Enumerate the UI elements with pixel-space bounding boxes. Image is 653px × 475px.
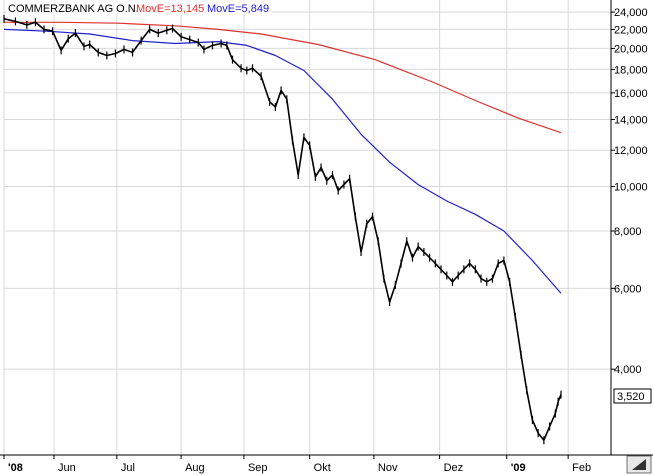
y-tick-label: 16,000 bbox=[614, 88, 648, 100]
y-tick-label: 22,000 bbox=[614, 24, 648, 36]
y-axis: 24,000 22,000 20,000 18,000 16,000 14,000 12,0… bbox=[611, 7, 648, 376]
y-tick-label: 18,000 bbox=[614, 64, 648, 76]
vertical-gridlines bbox=[3, 0, 569, 455]
last-price-value: 3,520 bbox=[617, 391, 645, 403]
x-axis: '08 Jun Jul Aug Sep Okt Nov Dez '09 Feb bbox=[3, 455, 591, 474]
ma-long-series-line bbox=[4, 21, 562, 134]
y-tick-label: 20,000 bbox=[614, 43, 648, 55]
y-tick-label: 12,000 bbox=[614, 145, 648, 157]
x-tick-label: '09 bbox=[511, 462, 526, 474]
x-tick-label: Dez bbox=[444, 462, 464, 474]
ma-short-series-line bbox=[3, 28, 562, 294]
last-price-badge bbox=[613, 388, 652, 404]
x-tick-label: Sep bbox=[248, 462, 268, 474]
y-tick-label: 4,000 bbox=[614, 364, 642, 376]
horizontal-gridlines bbox=[4, 11, 611, 370]
y-tick-label: 14,000 bbox=[614, 114, 648, 126]
y-tick-label: 8,000 bbox=[614, 226, 642, 238]
y-tick-label: 6,000 bbox=[614, 283, 642, 295]
x-tick-label: Aug bbox=[185, 462, 205, 474]
price-series-line bbox=[3, 18, 562, 442]
scroll-right-arrow-icon bbox=[632, 459, 646, 470]
legend-instrument: COMMERZBANK AG O.N. bbox=[8, 3, 139, 15]
y-tick-label: 24,000 bbox=[614, 7, 648, 19]
legend-background bbox=[6, 1, 272, 15]
x-tick-label: Feb bbox=[572, 462, 591, 474]
x-tick-label: '08 bbox=[8, 462, 23, 474]
x-tick-label: Jun bbox=[58, 462, 76, 474]
y-tick-label: 10,000 bbox=[614, 182, 648, 194]
legend-ma-long: MovE=13,145 bbox=[136, 3, 204, 15]
legend-ma-short: MovE=5,849 bbox=[207, 3, 269, 15]
x-tick-label: Nov bbox=[378, 462, 398, 474]
scroll-right-button[interactable] bbox=[626, 455, 652, 474]
x-tick-label: Okt bbox=[314, 462, 331, 474]
series-layer bbox=[3, 14, 562, 445]
x-tick-label: Jul bbox=[121, 462, 135, 474]
